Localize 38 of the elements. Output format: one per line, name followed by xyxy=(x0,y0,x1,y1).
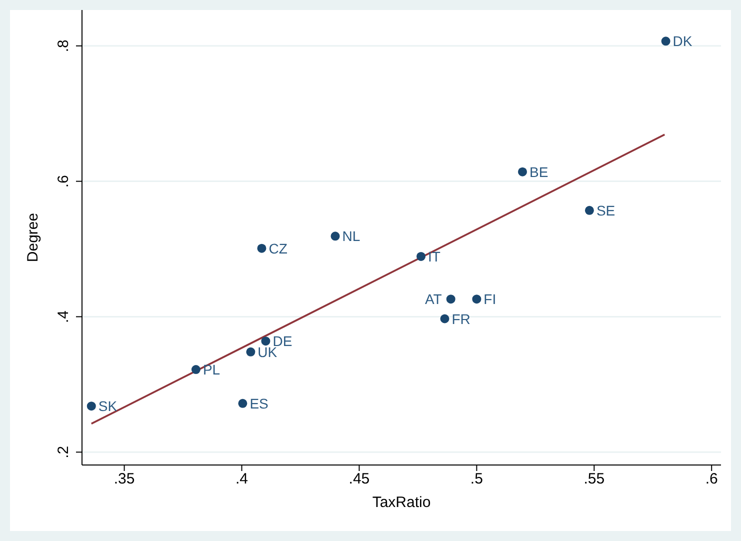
point xyxy=(440,314,450,324)
annotation: FR xyxy=(452,310,470,327)
annotation: BE xyxy=(529,164,548,180)
annotation: CZ xyxy=(268,240,288,256)
point xyxy=(246,347,256,356)
y-tick-label: .6 xyxy=(55,175,72,188)
annotation: AT xyxy=(424,291,442,308)
x-tick-label: .4 xyxy=(235,470,248,488)
y-tick-label: .2 xyxy=(55,446,72,458)
y-tick-label: .8 xyxy=(55,40,72,52)
point xyxy=(416,252,426,261)
x-tick-label: .35 xyxy=(114,470,135,488)
x-tick-label: .45 xyxy=(348,470,370,488)
point xyxy=(584,206,594,215)
x-axis-title: TaxRatio xyxy=(372,494,431,511)
point xyxy=(518,167,527,176)
point xyxy=(261,336,270,346)
y-tick-label: .4 xyxy=(55,310,72,323)
point xyxy=(330,232,340,241)
annotation: ES xyxy=(250,395,268,412)
annotation: PL xyxy=(202,362,220,378)
point xyxy=(257,244,266,253)
annotation: IT xyxy=(428,248,441,264)
point xyxy=(238,398,248,408)
annotation: DK xyxy=(672,33,693,50)
point xyxy=(661,36,670,46)
annotation: NL xyxy=(342,228,360,244)
annotation: SK xyxy=(98,398,118,414)
x-tick-label: .55 xyxy=(584,470,605,488)
point xyxy=(191,365,200,374)
point xyxy=(86,402,96,411)
x-tick-label: .5 xyxy=(470,470,483,488)
annotation: FI xyxy=(484,291,496,308)
y-axis-title: Degree xyxy=(24,212,42,262)
point xyxy=(446,294,456,304)
point xyxy=(472,294,482,304)
annotation: SE xyxy=(596,202,616,218)
x-tick-label: .6 xyxy=(705,470,718,488)
